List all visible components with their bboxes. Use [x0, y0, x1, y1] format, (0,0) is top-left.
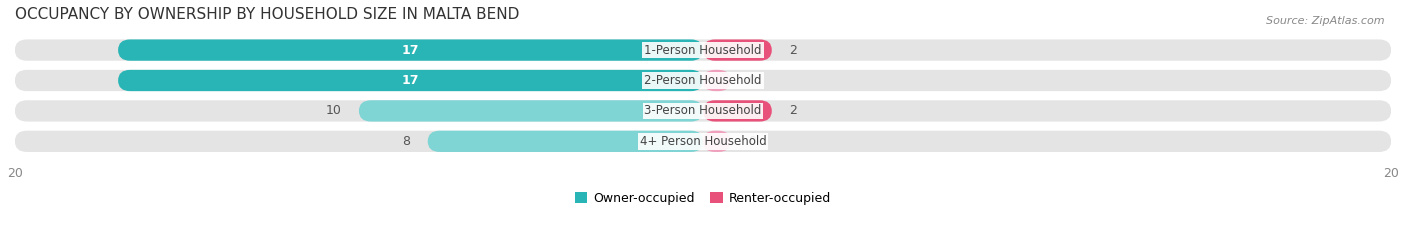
FancyBboxPatch shape	[15, 39, 1391, 61]
Text: Source: ZipAtlas.com: Source: ZipAtlas.com	[1267, 16, 1385, 26]
Text: 8: 8	[402, 135, 411, 148]
Text: 2: 2	[789, 104, 797, 117]
Text: 2: 2	[789, 44, 797, 57]
FancyBboxPatch shape	[703, 100, 772, 122]
FancyBboxPatch shape	[118, 39, 703, 61]
Text: 0: 0	[748, 135, 756, 148]
Text: 0: 0	[748, 74, 756, 87]
FancyBboxPatch shape	[427, 131, 703, 152]
FancyBboxPatch shape	[118, 70, 703, 91]
FancyBboxPatch shape	[15, 100, 1391, 122]
Text: 17: 17	[402, 44, 419, 57]
FancyBboxPatch shape	[703, 70, 731, 91]
Text: 2-Person Household: 2-Person Household	[644, 74, 762, 87]
Text: 4+ Person Household: 4+ Person Household	[640, 135, 766, 148]
Legend: Owner-occupied, Renter-occupied: Owner-occupied, Renter-occupied	[569, 187, 837, 210]
Text: 1-Person Household: 1-Person Household	[644, 44, 762, 57]
FancyBboxPatch shape	[359, 100, 703, 122]
FancyBboxPatch shape	[703, 39, 772, 61]
Text: 3-Person Household: 3-Person Household	[644, 104, 762, 117]
FancyBboxPatch shape	[15, 131, 1391, 152]
Text: 10: 10	[326, 104, 342, 117]
FancyBboxPatch shape	[703, 131, 731, 152]
Text: OCCUPANCY BY OWNERSHIP BY HOUSEHOLD SIZE IN MALTA BEND: OCCUPANCY BY OWNERSHIP BY HOUSEHOLD SIZE…	[15, 7, 519, 22]
Text: 17: 17	[402, 74, 419, 87]
FancyBboxPatch shape	[15, 70, 1391, 91]
